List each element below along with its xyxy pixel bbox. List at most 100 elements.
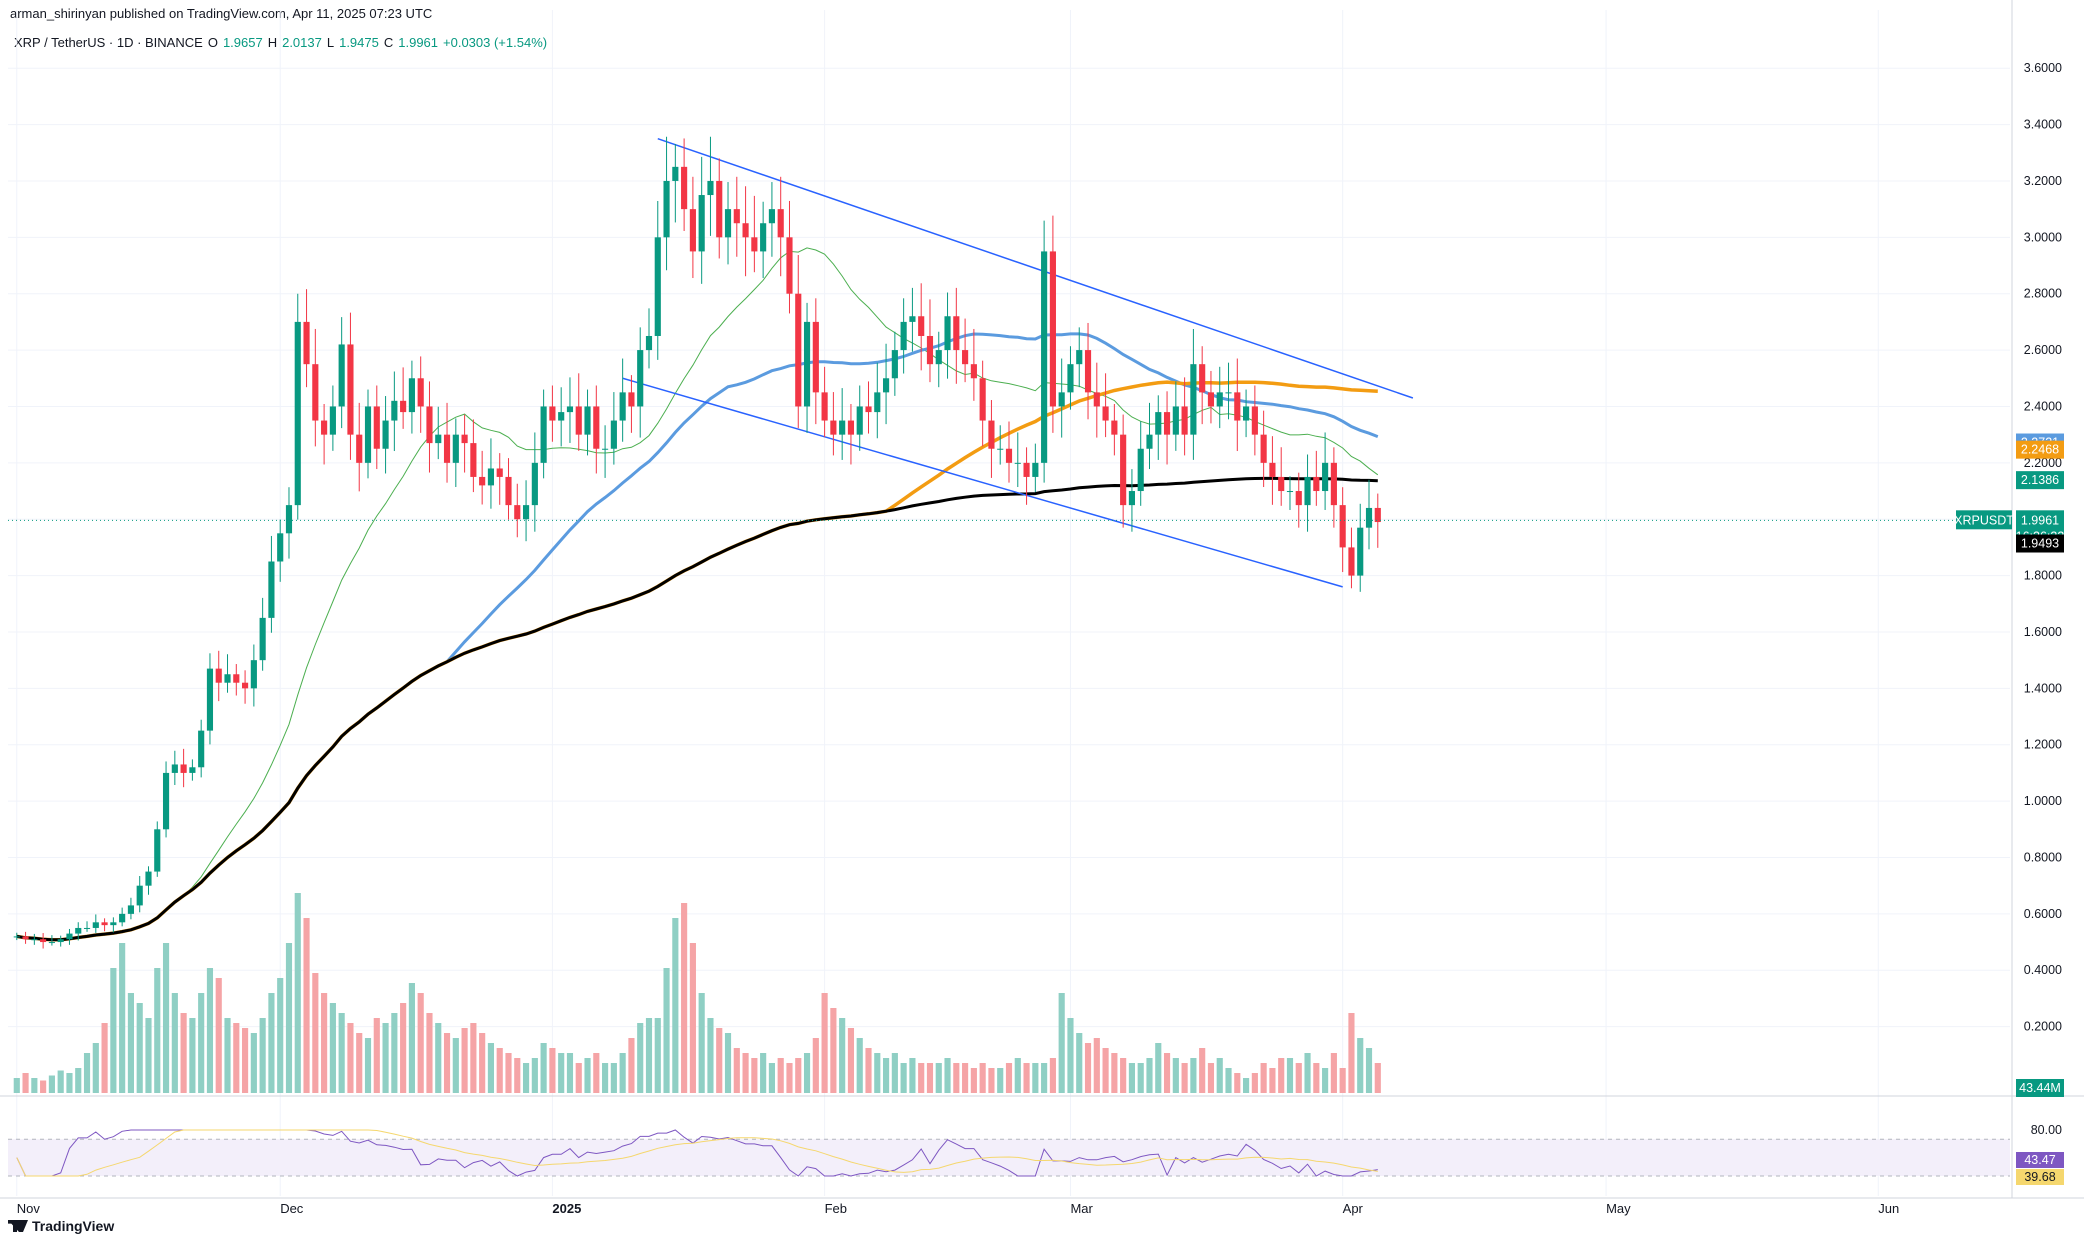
volume-bar <box>1357 1038 1364 1093</box>
volume-bar <box>1348 1013 1355 1093</box>
volume-bar <box>645 1018 653 1093</box>
volume-bar <box>1181 1063 1188 1093</box>
price-axis-label: 0.4000 <box>2024 963 2062 977</box>
candle-body <box>136 885 143 906</box>
candle-body <box>988 420 995 449</box>
volume-bar <box>742 1053 749 1093</box>
candle-body <box>979 378 986 421</box>
volume-bar <box>461 1028 468 1093</box>
volume-bar <box>1339 1068 1346 1093</box>
ma-value-label: 1.9493 <box>2021 537 2059 551</box>
last-price-value: 1.9961 <box>2021 513 2059 527</box>
price-axis-label: 3.4000 <box>2024 118 2062 132</box>
candle-body <box>803 321 811 407</box>
volume-bar <box>856 1038 863 1093</box>
volume-bar <box>180 1013 187 1093</box>
volume-bar <box>1023 1063 1030 1093</box>
volume-tag <box>2016 1079 2064 1097</box>
candle-body <box>1155 412 1162 435</box>
volume-bar <box>602 1063 609 1093</box>
grid <box>0 0 2084 1199</box>
candle-body <box>13 936 20 938</box>
ma-value-tag <box>2016 440 2064 459</box>
candle-body <box>1093 392 1100 407</box>
volume-bar <box>1216 1058 1223 1093</box>
volume-bar <box>1120 1058 1127 1093</box>
rsi-tag <box>2016 1152 2064 1168</box>
high-label: H <box>267 35 278 50</box>
candle-body <box>1146 434 1153 449</box>
candle-body <box>127 905 135 914</box>
volume-bar <box>1243 1078 1250 1093</box>
volume-bar <box>672 918 679 1093</box>
candle-body <box>1190 364 1197 435</box>
volume-bar <box>1163 1053 1171 1093</box>
candle-body <box>40 939 47 943</box>
volume-bar <box>22 1073 29 1093</box>
candle-body <box>1260 434 1267 463</box>
candle-body <box>944 316 951 351</box>
candle-body <box>751 237 758 252</box>
candle-body <box>1234 392 1241 421</box>
volume-bar <box>760 1053 767 1093</box>
time-axis-label: Mar <box>1070 1201 1093 1216</box>
candle-body <box>303 321 310 365</box>
volume-bar <box>839 1018 846 1093</box>
price-axis-label: 1.2000 <box>2024 738 2062 752</box>
candle-body <box>1357 527 1364 576</box>
candle-body <box>1286 491 1294 493</box>
candle-body <box>602 448 609 450</box>
volume-bar <box>417 993 424 1093</box>
candle-body <box>224 674 231 683</box>
open-value: 1.9657 <box>222 35 263 50</box>
candle-body <box>882 378 890 393</box>
candle-body <box>672 166 679 181</box>
candle-body <box>795 293 802 407</box>
candle-body <box>1067 364 1074 393</box>
candle-body <box>57 939 64 943</box>
volume-bar <box>1278 1058 1285 1093</box>
volume-bar <box>795 1058 802 1093</box>
candle-body <box>610 420 617 449</box>
candle-body <box>452 434 459 463</box>
volume-bar <box>1374 1063 1381 1093</box>
candle-body <box>92 922 99 928</box>
rsi-pane <box>8 1129 2010 1177</box>
volume-bar <box>154 968 161 1093</box>
volume-bar <box>540 1043 547 1093</box>
candle-body <box>505 476 512 506</box>
volume-bar <box>1269 1068 1276 1093</box>
volume-bar <box>830 1008 837 1093</box>
ma-value-label: 2.2468 <box>2021 443 2059 457</box>
volume-bar <box>1155 1043 1162 1093</box>
volume-bar <box>944 1058 951 1093</box>
volume-bar <box>865 1048 872 1093</box>
ma20-line <box>16 247 1379 941</box>
candle-body <box>1365 507 1373 528</box>
candle-body <box>891 350 898 379</box>
volume-bars <box>13 893 1381 1093</box>
candle-body <box>1199 364 1206 393</box>
symbol-title[interactable]: XRP / TetherUS · 1D · BINANCE <box>14 35 203 50</box>
candle-body <box>364 406 372 463</box>
candle-body <box>1172 406 1179 435</box>
candle-body <box>707 180 714 196</box>
candle-body <box>926 335 934 365</box>
volume-bar <box>751 1058 758 1093</box>
candle-body <box>847 420 855 435</box>
tradingview-logo[interactable]: TradingView <box>8 1218 114 1234</box>
candle-body <box>1049 251 1056 407</box>
candle-body <box>514 505 521 520</box>
candle-body <box>1023 462 1030 477</box>
volume-bar <box>321 993 328 1093</box>
price-axis-label: 0.8000 <box>2024 850 2062 864</box>
volume-bar <box>356 1033 363 1093</box>
candle-body <box>1339 505 1346 548</box>
candle-body <box>1278 476 1285 492</box>
volume-bar <box>1005 1063 1013 1093</box>
candle-body <box>215 668 222 683</box>
candle-body <box>584 406 591 435</box>
rsi-axis-label: 80.00 <box>2031 1123 2062 1137</box>
candle-body <box>408 378 415 413</box>
